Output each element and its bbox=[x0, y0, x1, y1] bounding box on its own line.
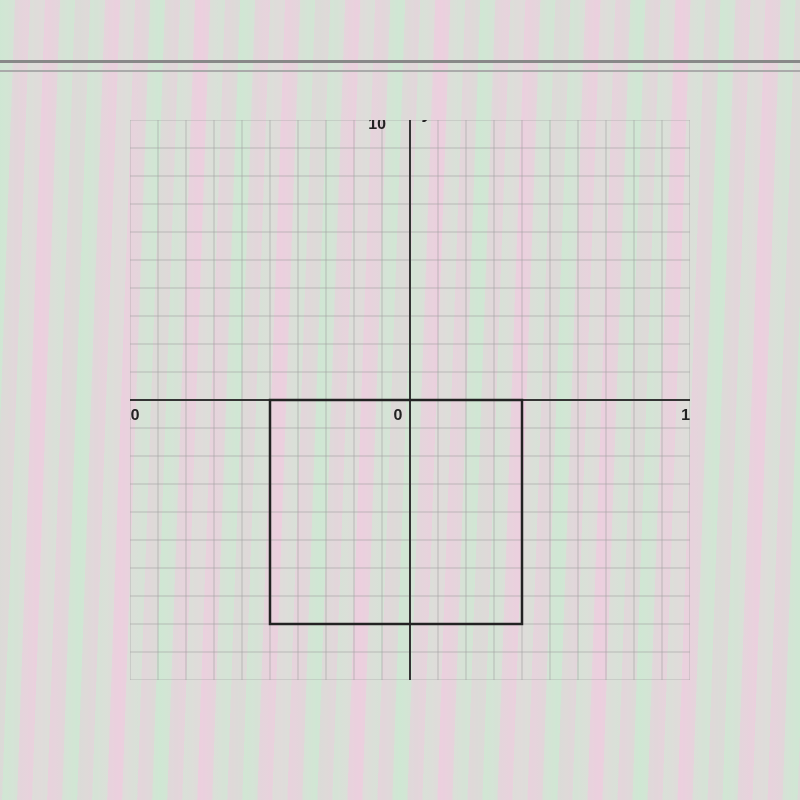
x-tick-10: 10 bbox=[681, 407, 690, 424]
y-axis-label: y bbox=[422, 120, 434, 122]
top-border-line bbox=[0, 60, 800, 63]
x-tick-neg10: -10 bbox=[130, 407, 140, 424]
coordinate-plane-chart: y x 10 -10 -10 0 10 bbox=[130, 120, 690, 680]
top-border-line-2 bbox=[0, 70, 800, 72]
y-tick-10: 10 bbox=[368, 120, 386, 133]
chart-svg: y x 10 -10 -10 0 10 bbox=[130, 120, 690, 680]
origin-label: 0 bbox=[394, 407, 403, 424]
y-tick-neg10: -10 bbox=[363, 678, 386, 680]
